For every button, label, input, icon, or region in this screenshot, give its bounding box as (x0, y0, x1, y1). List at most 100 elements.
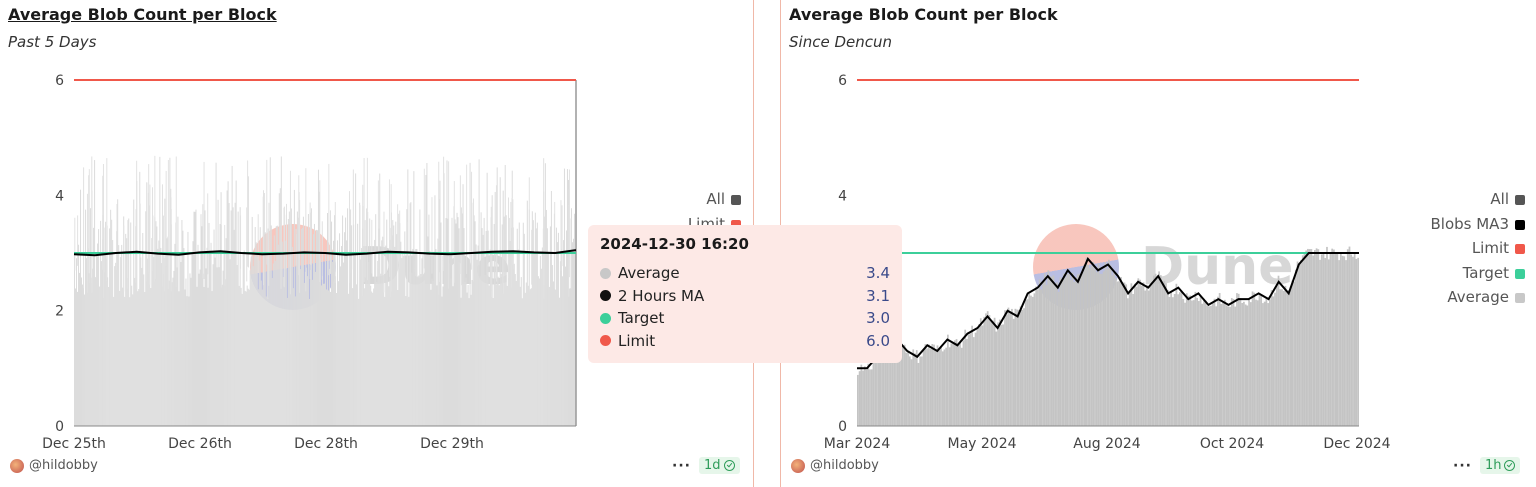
bar (178, 291, 180, 426)
bar (225, 238, 227, 426)
bar (272, 263, 274, 426)
bar (471, 279, 473, 426)
bar (104, 253, 106, 426)
refresh-interval: 1h (1484, 458, 1502, 473)
bar (528, 209, 530, 426)
refresh-badge[interactable]: 1d (698, 457, 740, 474)
bar (1301, 255, 1304, 426)
more-options-icon[interactable]: ··· (1453, 457, 1472, 474)
bar (164, 198, 166, 426)
bar (506, 285, 508, 426)
more-options-icon[interactable]: ··· (672, 457, 691, 474)
bar (950, 343, 953, 426)
bar (170, 197, 172, 426)
bar (325, 254, 327, 426)
bar (133, 199, 135, 426)
bar (425, 174, 427, 426)
bar (327, 212, 329, 426)
bar (1331, 248, 1334, 426)
bar (468, 298, 470, 426)
bar (464, 281, 466, 426)
bar (383, 282, 385, 426)
bar (531, 211, 533, 426)
chart-title[interactable]: Average Blob Count per Block (789, 5, 1058, 24)
author-link[interactable]: @hildobby (10, 458, 98, 473)
bar (340, 266, 342, 426)
bar (401, 258, 403, 426)
bar (355, 173, 357, 426)
bar (1123, 282, 1126, 426)
y-tick-label: 6 (838, 73, 847, 89)
y-tick-label: 6 (55, 73, 64, 89)
bar (1307, 248, 1309, 426)
bar (139, 171, 141, 426)
bar (558, 297, 560, 426)
bar (260, 280, 262, 426)
bar (279, 188, 281, 426)
bar (1201, 303, 1204, 426)
bar (437, 238, 439, 426)
bar (163, 258, 165, 426)
bar (247, 288, 249, 426)
bar (361, 248, 363, 426)
bar (351, 225, 353, 426)
legend-item-blobs-ma3[interactable]: Blobs MA3 (1431, 212, 1525, 237)
bar (524, 292, 526, 426)
bar (1109, 265, 1112, 426)
bar (311, 279, 313, 426)
legend-item-target[interactable]: Target (1431, 261, 1525, 286)
chart-title[interactable]: Average Blob Count per Block (8, 5, 277, 24)
bar (496, 167, 498, 427)
bar (1227, 306, 1230, 426)
bar (86, 258, 88, 426)
legend-item-limit[interactable]: Limit (1431, 236, 1525, 261)
tooltip-label: Limit (618, 331, 656, 350)
bar (988, 315, 991, 426)
bar (957, 343, 960, 426)
bar (257, 289, 259, 426)
bar (1026, 299, 1029, 426)
bar (1236, 293, 1238, 426)
bar (230, 210, 232, 426)
bar (323, 283, 325, 426)
bar (514, 274, 516, 426)
bar (462, 184, 464, 426)
bar (275, 226, 277, 426)
bar (329, 268, 331, 426)
bar (121, 244, 123, 426)
bar (328, 290, 330, 426)
bar (959, 341, 961, 426)
bar (537, 276, 539, 426)
bar (1267, 303, 1269, 426)
legend-item-all[interactable]: All (688, 187, 741, 212)
bar (282, 276, 284, 426)
refresh-badge[interactable]: 1h (1479, 457, 1521, 474)
bar (422, 255, 424, 426)
bar (189, 273, 191, 426)
bar (1130, 283, 1133, 426)
bar (534, 212, 536, 426)
bar (77, 291, 79, 426)
bar (411, 272, 413, 426)
bar (1348, 246, 1351, 426)
bar (1168, 296, 1171, 426)
chart-left-svg[interactable]: 0 2 4 6 Dec 25th Dec 26th Dec 28th Dec 29th (0, 0, 753, 487)
bar (122, 287, 124, 426)
bar (469, 162, 471, 426)
legend-item-average[interactable]: Average (1431, 285, 1525, 310)
bar (91, 277, 93, 426)
legend-item-all[interactable]: All (1431, 187, 1525, 212)
bar (1009, 312, 1012, 426)
bar (1211, 303, 1214, 426)
bar (1071, 272, 1074, 426)
ma-line (857, 252, 1359, 370)
bar (378, 228, 380, 426)
bar (1308, 249, 1311, 426)
bar (520, 277, 522, 426)
bar (1097, 263, 1100, 426)
bar (408, 296, 410, 426)
bar (456, 212, 458, 426)
author-link[interactable]: @hildobby (791, 458, 879, 473)
bar (1230, 298, 1233, 426)
